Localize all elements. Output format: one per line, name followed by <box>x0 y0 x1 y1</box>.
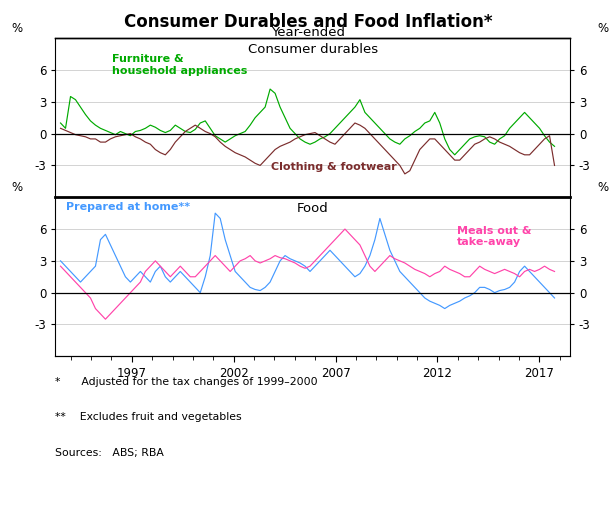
Text: %: % <box>11 22 22 35</box>
Text: %: % <box>598 22 609 35</box>
Text: Year-ended: Year-ended <box>271 26 345 40</box>
Text: Consumer durables: Consumer durables <box>248 43 378 56</box>
Text: *      Adjusted for the tax changes of 1999–2000: * Adjusted for the tax changes of 1999–2… <box>55 377 318 387</box>
Text: **    Excludes fruit and vegetables: ** Excludes fruit and vegetables <box>55 412 242 422</box>
Text: Meals out &
take-away: Meals out & take-away <box>456 226 531 247</box>
Text: Prepared at home**: Prepared at home** <box>66 202 190 212</box>
Text: Consumer Durables and Food Inflation*: Consumer Durables and Food Inflation* <box>124 13 492 31</box>
Text: %: % <box>598 181 609 194</box>
Text: %: % <box>11 181 22 194</box>
Text: Food: Food <box>297 202 328 215</box>
Text: Sources:   ABS; RBA: Sources: ABS; RBA <box>55 448 164 458</box>
Text: Clothing & footwear: Clothing & footwear <box>272 162 397 172</box>
Text: Furniture &
household appliances: Furniture & household appliances <box>112 54 248 76</box>
